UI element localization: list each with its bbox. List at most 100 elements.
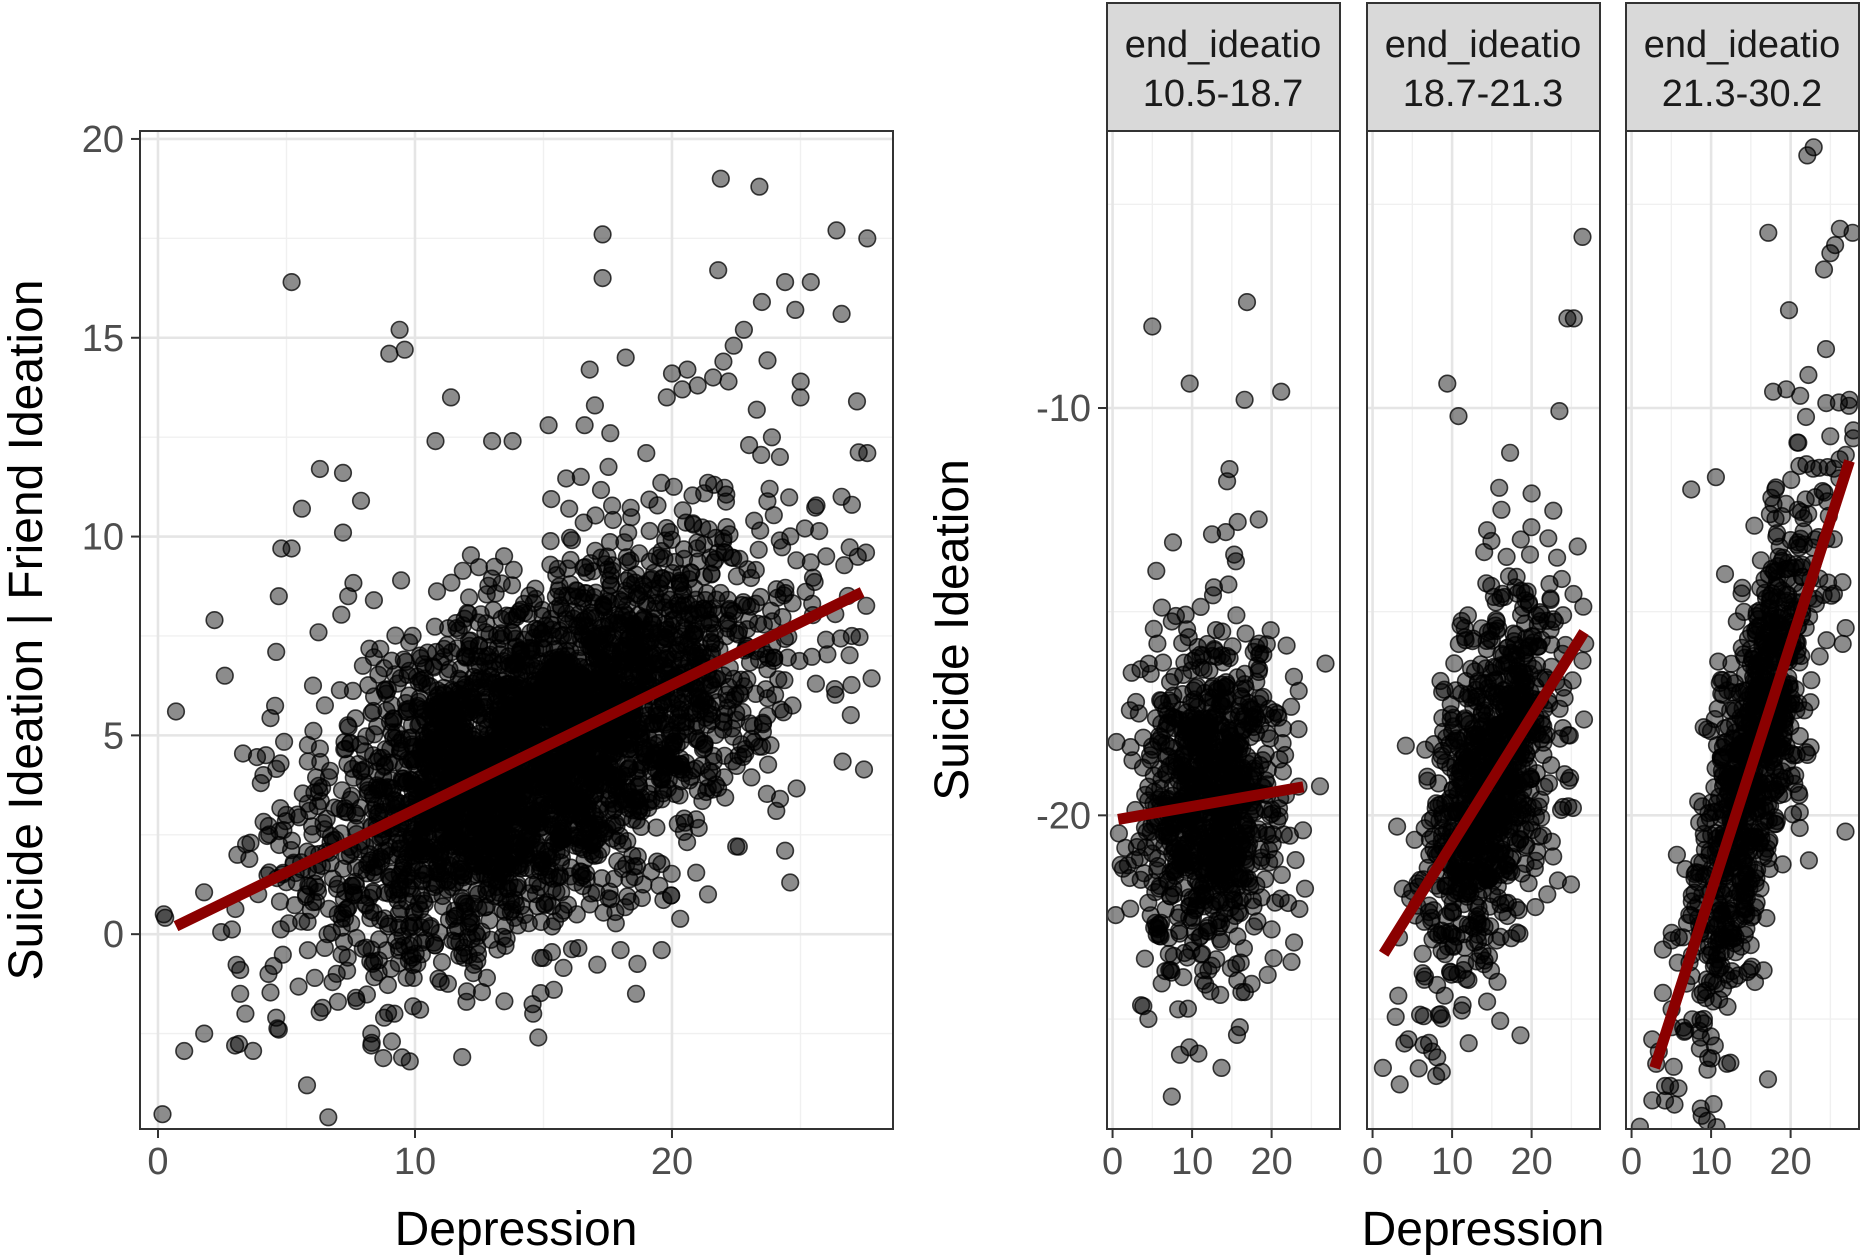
data-point	[791, 372, 810, 391]
data-point	[345, 885, 364, 904]
y-tick-label: 10	[82, 517, 124, 559]
data-point	[332, 605, 351, 624]
data-point	[780, 488, 799, 507]
data-point	[585, 396, 605, 415]
data-point	[711, 169, 730, 188]
data-point	[615, 533, 634, 552]
data-point	[832, 304, 851, 324]
data-point	[424, 658, 444, 677]
data-point	[505, 726, 524, 745]
data-point	[571, 467, 590, 487]
data-point	[575, 416, 594, 435]
data-point	[648, 496, 667, 515]
data-point	[332, 781, 352, 800]
data-point	[587, 648, 607, 667]
data-point	[460, 588, 479, 607]
data-point	[767, 801, 786, 821]
data-point	[606, 902, 625, 922]
data-point	[385, 1004, 404, 1023]
data-point	[655, 549, 674, 568]
data-point	[626, 984, 646, 1003]
data-point	[385, 753, 404, 772]
data-point	[432, 952, 452, 972]
data-point	[325, 798, 344, 817]
data-point	[543, 880, 562, 899]
data-point	[729, 837, 748, 856]
data-point	[1249, 510, 1268, 529]
data-point	[458, 928, 477, 947]
data-point	[450, 946, 469, 965]
facet-panel-2: end_ideatio 18.7-21.3 0 10 20	[1362, 2, 1601, 1183]
data-point	[541, 609, 560, 628]
data-point	[1258, 965, 1277, 985]
data-point	[431, 972, 450, 992]
x-tick-label: 10	[1171, 1141, 1213, 1183]
data-point	[750, 177, 769, 196]
data-point	[394, 650, 413, 669]
data-point	[427, 582, 447, 601]
data-point	[704, 553, 723, 572]
data-point	[1170, 903, 1189, 923]
data-point	[535, 895, 555, 915]
data-point	[662, 864, 681, 883]
data-point	[758, 351, 777, 370]
data-point	[1264, 949, 1283, 968]
data-point	[772, 538, 792, 557]
y-tick-label: 20	[82, 119, 124, 161]
data-point	[411, 1000, 430, 1019]
data-point	[502, 576, 522, 595]
data-point	[256, 746, 276, 765]
data-point	[613, 732, 633, 752]
data-point	[453, 616, 473, 635]
data-point	[369, 803, 388, 822]
data-point	[827, 221, 846, 240]
data-point	[802, 647, 822, 666]
data-point	[748, 614, 768, 633]
data-point	[1289, 720, 1308, 739]
data-point	[714, 352, 733, 371]
data-point	[477, 968, 497, 988]
data-point	[269, 587, 288, 606]
data-point	[1160, 737, 1179, 756]
data-point	[847, 392, 867, 411]
data-point	[412, 945, 432, 964]
data-point	[1235, 390, 1254, 409]
data-point	[439, 910, 459, 930]
data-point	[632, 888, 652, 908]
data-point	[1202, 525, 1222, 544]
data-point	[1203, 882, 1222, 901]
data-point	[699, 676, 719, 695]
data-point	[1212, 675, 1231, 694]
data-point	[593, 269, 612, 288]
data-point	[688, 376, 707, 395]
data-point	[806, 674, 826, 693]
data-point	[1177, 620, 1197, 639]
data-point	[683, 486, 702, 505]
data-point	[576, 583, 595, 603]
data-point	[465, 816, 484, 836]
data-point	[1386, 1007, 1405, 1027]
data-point	[372, 849, 391, 868]
data-point	[1159, 944, 1178, 964]
data-point	[233, 744, 253, 763]
data-point	[1273, 733, 1292, 753]
data-point	[654, 757, 674, 776]
data-point	[1191, 645, 1210, 664]
data-point	[1280, 826, 1299, 845]
data-point	[310, 459, 330, 479]
data-point	[720, 599, 739, 618]
x-tick-label: 0	[147, 1141, 168, 1183]
data-point	[386, 729, 406, 748]
data-point	[534, 948, 553, 968]
data-point	[1194, 960, 1213, 980]
data-point	[1228, 668, 1247, 687]
data-point	[662, 530, 681, 549]
data-point	[1143, 740, 1162, 759]
data-point	[716, 788, 735, 807]
data-point	[835, 556, 854, 575]
data-point	[673, 380, 692, 399]
data-point	[673, 501, 692, 520]
data-point	[458, 691, 477, 710]
data-point	[364, 882, 383, 901]
